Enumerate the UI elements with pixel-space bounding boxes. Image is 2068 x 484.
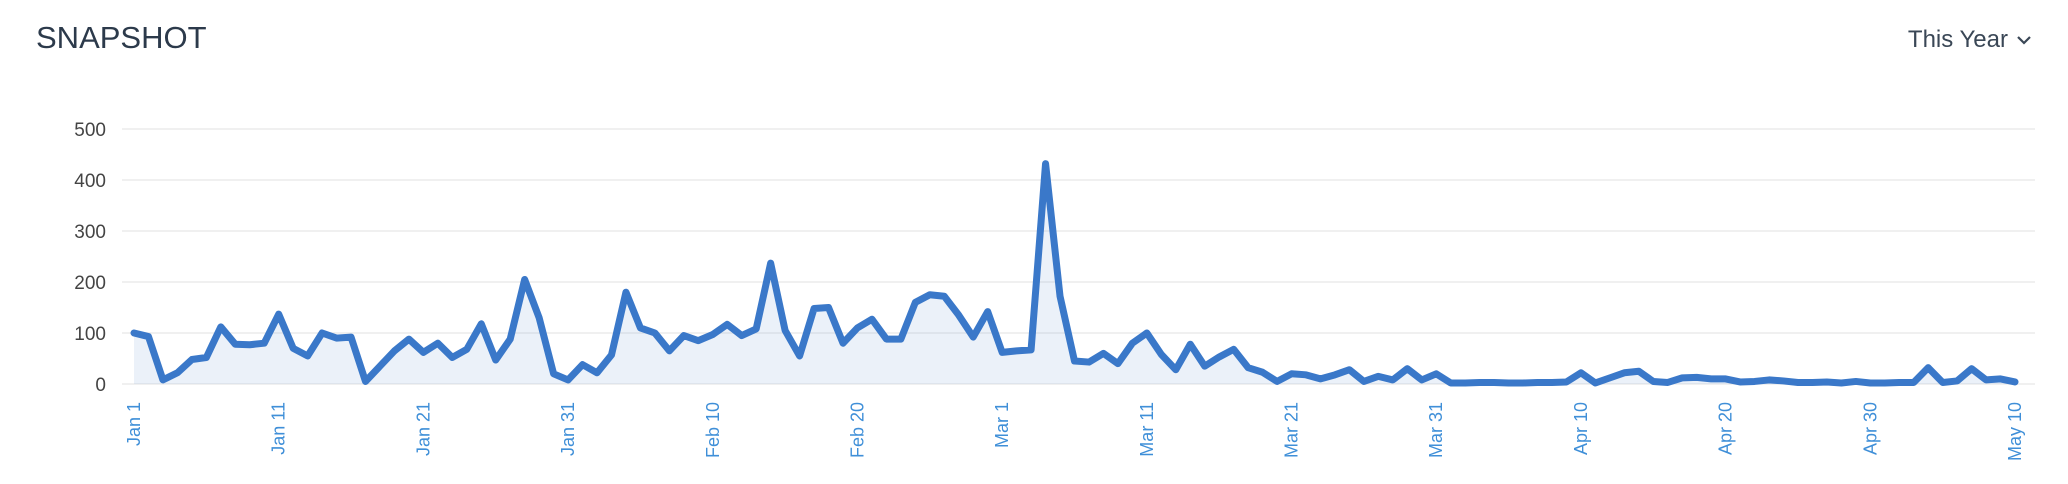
range-label[interactable]: This Year [1907,26,2008,53]
x-tick-label: Jan 11 [269,402,289,455]
y-tick-label: 0 [95,375,106,396]
chevron-icon [2017,36,2031,45]
x-tick-label: Feb 10 [703,402,723,458]
x-tick-label: Mar 1 [992,402,1012,448]
y-tick-label: 400 [74,171,106,192]
range-dropdown[interactable]: This Year [1908,26,2032,54]
x-tick-label: Apr 30 [1860,402,1880,455]
x-tick-label: Mar 11 [1137,402,1157,457]
y-tick-label: 100 [74,324,106,345]
x-tick-label: Jan 31 [558,402,578,456]
y-tick-label: 200 [74,273,106,294]
x-tick-label: Apr 20 [1716,402,1736,455]
x-tick-label: Jan 1 [124,402,144,446]
x-tick-label: Apr 10 [1571,402,1591,455]
area [134,163,2015,384]
y-tick-label: 300 [74,222,106,243]
title: SNAPSHOT [36,20,207,55]
x-tick-label: Mar 21 [1282,402,1302,458]
x-tick-label: May 10 [2005,402,2025,461]
line [130,160,2019,387]
x-tick-label: Jan 21 [413,402,433,456]
x-tick-label: Feb 20 [847,402,867,458]
x-tick-label: Mar 31 [1426,402,1446,458]
y-tick-label: 500 [74,120,106,141]
